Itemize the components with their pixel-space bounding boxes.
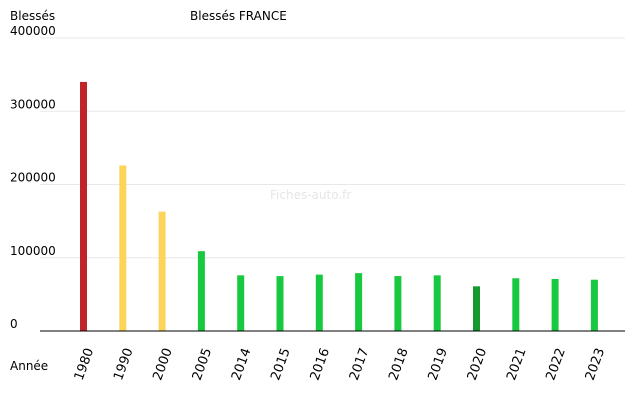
x-tick-label: 2005: [190, 346, 215, 382]
bar-2020: [473, 286, 480, 331]
bars: [80, 81, 598, 331]
bar-2014: [237, 275, 245, 331]
x-tick-label: 2000: [150, 346, 175, 382]
x-axis-label: Année: [10, 359, 48, 373]
y-tick-label: 100000: [10, 244, 56, 258]
x-tick-label: 2017: [347, 346, 372, 382]
bar-2000: [158, 211, 166, 331]
x-tick-label: 1990: [111, 346, 136, 382]
chart-title: Blessés FRANCE: [190, 9, 287, 23]
x-tick-label: 2021: [504, 346, 529, 382]
bar-2017: [355, 273, 363, 331]
bar-2015: [276, 276, 284, 331]
bar-1990: [119, 165, 127, 331]
x-tick-label: 2019: [426, 346, 451, 382]
bar-2022: [551, 278, 559, 331]
x-tick-label: 2016: [308, 346, 333, 382]
x-axis-categories: 1980 1990 2000 2005 2014 2015 2016 2017 2018 2019…: [72, 346, 608, 382]
bar-2018: [394, 276, 402, 331]
x-tick-label: 2015: [268, 346, 293, 382]
gridlines: [40, 37, 625, 259]
x-tick-label: 2014: [229, 346, 254, 382]
bar-1980: [80, 81, 87, 331]
bar-2016: [315, 274, 323, 331]
y-tick-label: 200000: [10, 171, 56, 185]
x-tick-label: 2023: [583, 346, 608, 382]
y-axis-label: Blessés: [10, 9, 55, 23]
x-tick-label: 2022: [543, 346, 568, 382]
x-tick-label: 1980: [72, 346, 97, 382]
x-tick-label: 2020: [465, 346, 490, 382]
y-axis-ticks: 0 100000 200000 300000 400000: [10, 24, 56, 331]
bar-2023: [590, 279, 598, 331]
x-tick-label: 2018: [386, 346, 411, 382]
bar-2021: [512, 278, 520, 331]
y-tick-label: 0: [10, 317, 18, 331]
bar-2005: [197, 251, 205, 331]
bar-2019: [433, 275, 441, 331]
y-tick-label: 400000: [10, 24, 56, 38]
y-tick-label: 300000: [10, 97, 56, 111]
watermark: Fiches-auto.fr: [270, 188, 351, 202]
